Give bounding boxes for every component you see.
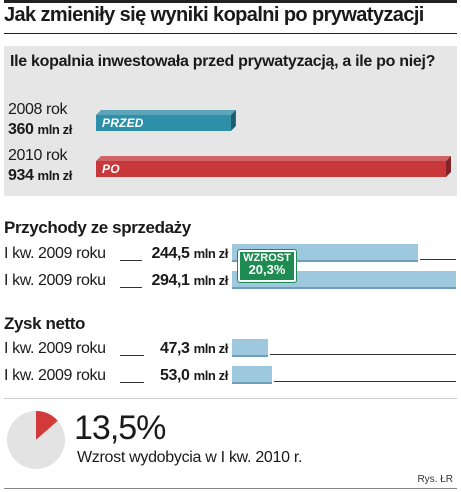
- bottom-rule: [4, 488, 457, 489]
- investment-value-0: 360: [8, 121, 34, 138]
- profit-leader-0: [120, 355, 144, 356]
- investment-year-label-0: 2008 rok: [8, 101, 68, 118]
- profit-value-0: 47,3: [159, 340, 190, 357]
- investment-year-label-1: 2010 rok: [8, 147, 68, 164]
- profit-bar-tail-0: [270, 354, 456, 355]
- profit-bar-0: [232, 339, 269, 357]
- investment-bar-side-1: [446, 156, 451, 177]
- revenue-unit-1: mln zł: [193, 273, 229, 288]
- investment-bar-side-0: [230, 110, 236, 131]
- title-bottom-rule: [4, 33, 457, 34]
- output-growth-caption: Wzrost wydobycia w I kw. 2010 r.: [77, 449, 303, 466]
- title-top-rule: [4, 0, 457, 3]
- investment-amount-1: 934 mln zł: [8, 167, 72, 185]
- profit-value-1: 53,0: [159, 367, 190, 384]
- profit-unit-1: mln zł: [193, 368, 229, 383]
- revenue-amount-1: 294,1 mln zł: [142, 272, 228, 290]
- investment-amount-0: 360 mln zł: [8, 121, 72, 139]
- growth-badge-value: 20,3%: [248, 262, 286, 277]
- profit-chart-title: Zysk netto: [4, 314, 86, 333]
- revenue-leader-0: [120, 260, 142, 261]
- investment-chart-title: Ile kopalnia inwestowała przed prywatyza…: [10, 53, 436, 70]
- profit-amount-1: 53,0 mln zł: [142, 367, 228, 385]
- profit-unit-0: mln zł: [193, 341, 229, 356]
- pie-slice-1: [6, 411, 65, 469]
- revenue-value-0: 244,5: [151, 245, 190, 262]
- investment-bar-0: [96, 115, 231, 131]
- section-separator: [4, 398, 457, 399]
- investment-unit-0: mln zł: [37, 122, 73, 137]
- investment-bar-top-1: [96, 156, 451, 161]
- profit-label-1: I kw. 2009 roku: [4, 367, 106, 384]
- revenue-unit-0: mln zł: [193, 246, 229, 261]
- growth-badge-label: WZROST: [243, 252, 291, 264]
- investment-value-1: 934: [8, 167, 34, 184]
- profit-amount-0: 47,3 mln zł: [142, 340, 228, 358]
- growth-badge: WZROST 20,3%: [238, 250, 296, 282]
- output-growth-value: 13,5%: [74, 409, 166, 447]
- investment-bar-tag-1: PO: [102, 162, 120, 176]
- revenue-leader-1: [120, 287, 142, 288]
- revenue-label-1: I kw. 2009 roku: [4, 272, 106, 289]
- output-pie: [6, 411, 65, 469]
- revenue-label-0: I kw. 2009 roku: [4, 245, 106, 262]
- investment-unit-1: mln zł: [37, 168, 73, 183]
- revenue-chart-title: Przychody ze sprzedaży: [4, 218, 191, 237]
- revenue-amount-0: 244,5 mln zł: [142, 245, 228, 263]
- profit-bar-1: [232, 366, 273, 384]
- investment-bar-1: [96, 161, 446, 177]
- investment-bar-top-0: [96, 110, 236, 115]
- infographic-title: Jak zmieniły się wyniki kopalni po prywa…: [4, 4, 424, 26]
- profit-label-0: I kw. 2009 roku: [4, 340, 106, 357]
- revenue-bar-tail-0: [420, 259, 456, 260]
- profit-bar-tail-1: [274, 381, 456, 382]
- pie-slice-0: [36, 411, 58, 440]
- graphic-credit: Rys. ŁR: [417, 474, 453, 485]
- profit-leader-1: [120, 382, 144, 383]
- investment-bar-tag-0: PRZED: [102, 116, 144, 130]
- revenue-value-1: 294,1: [151, 272, 190, 289]
